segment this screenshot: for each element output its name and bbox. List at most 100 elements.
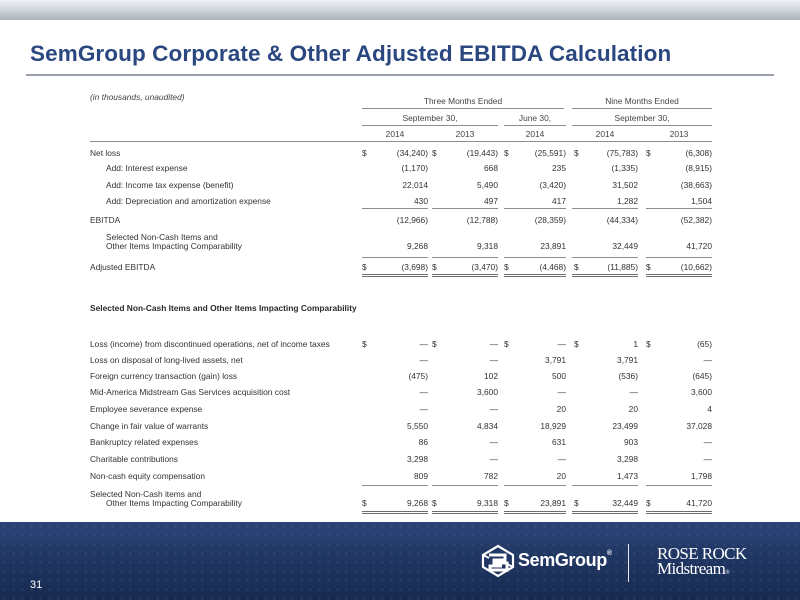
- cell-value: 9,268: [407, 241, 428, 251]
- dollar-sign: $: [574, 262, 579, 272]
- row-label: Net loss: [90, 148, 121, 158]
- cell-value: 1,798: [691, 471, 712, 481]
- semgroup-name: SemGroup: [518, 550, 607, 570]
- dollar-sign: $: [574, 498, 579, 508]
- total-rule: [504, 511, 566, 512]
- cell-value: 1: [633, 339, 638, 349]
- cell-value: (38,663): [680, 180, 712, 190]
- cell-value: 23,891: [540, 498, 566, 508]
- subtotal-rule: [646, 485, 712, 486]
- rose-rock-line1: ROSE ROCK: [657, 544, 747, 563]
- cell-value: —: [419, 387, 428, 397]
- row-label: Add: Interest expense: [106, 163, 188, 173]
- dollar-sign: $: [574, 148, 579, 158]
- cell-value: (1,335): [611, 163, 638, 173]
- header-rule: [362, 108, 564, 109]
- total-rule: [504, 513, 566, 514]
- dollar-sign: $: [362, 498, 367, 508]
- cell-value: (34,240): [396, 148, 428, 158]
- dollar-sign: $: [362, 262, 367, 272]
- total-rule: [572, 513, 638, 514]
- units-note: (in thousands, unaudited): [90, 92, 185, 102]
- total-rule: [432, 274, 498, 275]
- row-label: Selected Non-Cash Items and: [106, 232, 218, 242]
- cell-value: —: [419, 404, 428, 414]
- dollar-sign: $: [432, 148, 437, 158]
- cell-value: 41,720: [686, 241, 712, 251]
- row-label: Employee severance expense: [90, 404, 203, 414]
- cell-value: (536): [618, 371, 638, 381]
- row-label: Add: Income tax expense (benefit): [106, 180, 234, 190]
- subtotal-rule: [362, 208, 428, 209]
- cell-value: (10,662): [680, 262, 712, 272]
- cell-value: —: [419, 355, 428, 365]
- header-year: 2013: [669, 129, 689, 139]
- row-label: EBITDA: [90, 215, 121, 225]
- top-gradient-band: [0, 0, 800, 20]
- subtotal-rule: [432, 485, 498, 486]
- cell-value: 1,282: [617, 196, 638, 206]
- cell-value: —: [489, 339, 498, 349]
- header-nine-months: Nine Months Ended: [605, 96, 679, 106]
- row-label: Mid-America Midstream Gas Services acqui…: [90, 387, 291, 397]
- cell-value: (3,470): [471, 262, 498, 272]
- total-rule: [432, 276, 498, 277]
- subtotal-rule: [432, 208, 498, 209]
- cell-value: 4,834: [477, 421, 498, 431]
- total-rule: [504, 274, 566, 275]
- slide-title: SemGroup Corporate & Other Adjusted EBIT…: [30, 41, 672, 66]
- total-rule: [362, 511, 428, 512]
- cell-value: 500: [552, 371, 566, 381]
- cell-value: (44,334): [606, 215, 638, 225]
- cell-value: —: [489, 454, 498, 464]
- cell-value: —: [419, 339, 428, 349]
- cell-value: 22,014: [402, 180, 428, 190]
- subtotal-rule: [362, 257, 428, 258]
- cell-value: (3,420): [539, 180, 566, 190]
- dollar-sign: $: [646, 339, 651, 349]
- row-label-line2: Other Items Impacting Comparability: [106, 498, 242, 508]
- title-rule: [26, 74, 774, 76]
- header-rule: [572, 108, 712, 109]
- header-june-30: June 30,: [518, 113, 552, 123]
- dollar-sign: $: [362, 339, 367, 349]
- row-label: Foreign currency transaction (gain) loss: [90, 371, 238, 381]
- total-rule: [572, 274, 638, 275]
- cell-value: 20: [556, 404, 566, 414]
- row-label: Non-cash equity compensation: [90, 471, 205, 481]
- header-year: 2013: [455, 129, 475, 139]
- subtotal-rule: [646, 257, 712, 258]
- subtotal-rule: [432, 257, 498, 258]
- cell-value: 5,550: [407, 421, 428, 431]
- cell-value: (4,468): [539, 262, 566, 272]
- rose-rock-mark: ®: [725, 570, 730, 576]
- row-label: Adjusted EBITDA: [90, 262, 156, 272]
- row-label-line2: Other Items Impacting Comparability: [106, 241, 242, 251]
- cell-value: 5,490: [477, 180, 498, 190]
- section-title: Selected Non-Cash Items and Other Items …: [90, 303, 357, 313]
- dollar-sign: $: [504, 498, 509, 508]
- cell-value: 782: [484, 471, 498, 481]
- cell-value: 903: [624, 437, 638, 447]
- cell-value: 631: [552, 437, 566, 447]
- dollar-sign: $: [574, 339, 579, 349]
- cell-value: (25,591): [534, 148, 566, 158]
- cell-value: 417: [552, 196, 566, 206]
- cell-value: (3,698): [401, 262, 428, 272]
- cell-value: 20: [628, 404, 638, 414]
- cell-value: —: [489, 437, 498, 447]
- total-rule: [572, 276, 638, 277]
- dollar-sign: $: [646, 262, 651, 272]
- subtotal-rule: [504, 257, 566, 258]
- semgroup-logo-icon: [481, 544, 515, 578]
- logo-divider: [628, 544, 629, 582]
- cell-value: 809: [414, 471, 428, 481]
- header-three-months: Three Months Ended: [423, 96, 503, 106]
- total-rule: [646, 276, 712, 277]
- header-year: 2014: [385, 129, 405, 139]
- footer-band: 31 SemGroup® ROSE ROCK Midstream®: [0, 522, 800, 600]
- cell-value: 3,298: [617, 454, 638, 464]
- cell-value: 430: [414, 196, 428, 206]
- total-rule: [362, 513, 428, 514]
- header-september-30-a: September 30,: [402, 113, 458, 123]
